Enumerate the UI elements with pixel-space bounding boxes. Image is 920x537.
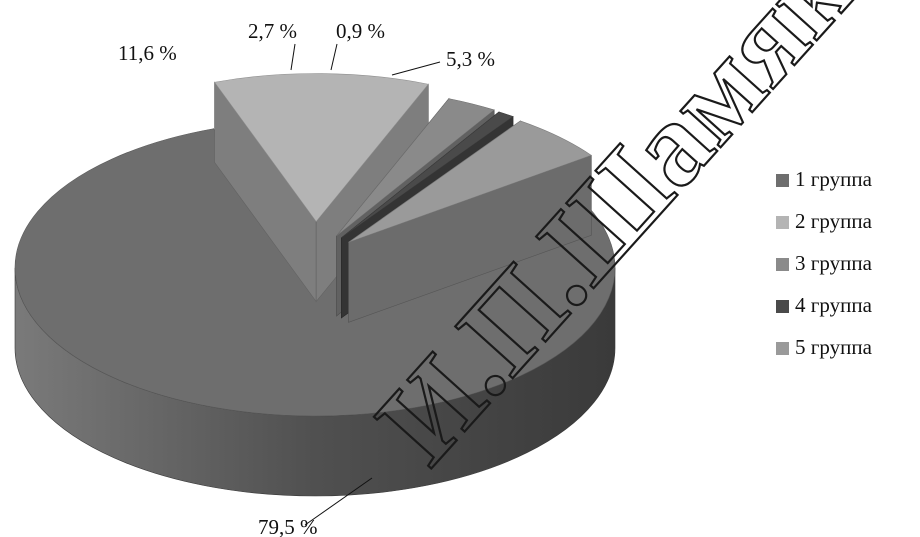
legend-swatch-1 — [776, 174, 789, 187]
legend-label-5: 5 группа — [795, 335, 873, 359]
data-label-slice-4: 0,9 % — [336, 19, 385, 43]
leader-line-slice-4 — [330, 43, 338, 71]
data-labels: 79,5 % 11,6 % 2,7 % 0,9 % 5,3 % — [118, 19, 495, 537]
data-label-slice-3: 2,7 % — [248, 19, 297, 43]
legend-label-3: 3 группа — [795, 251, 873, 275]
leader-line-slice-5 — [391, 61, 441, 76]
legend-label-1: 1 группа — [795, 167, 873, 191]
pie-slices — [14, 73, 616, 497]
legend-label-4: 4 группа — [795, 293, 873, 317]
legend-swatch-5 — [776, 342, 789, 355]
legend-label-2: 2 группа — [795, 209, 873, 233]
data-label-slice-1: 79,5 % — [258, 515, 318, 537]
data-label-slice-5: 5,3 % — [446, 47, 495, 71]
data-label-slice-2: 11,6 % — [118, 41, 177, 65]
pie-slice-5 — [348, 120, 592, 323]
legend-swatch-2 — [776, 216, 789, 229]
legend-swatch-4 — [776, 300, 789, 313]
legend-swatch-3 — [776, 258, 789, 271]
leader-lines — [290, 43, 441, 526]
legend: 1 группа 2 группа 3 группа 4 группа 5 группа — [776, 167, 873, 359]
leader-line-slice-1 — [304, 477, 373, 526]
leader-line-slice-3 — [290, 43, 296, 71]
